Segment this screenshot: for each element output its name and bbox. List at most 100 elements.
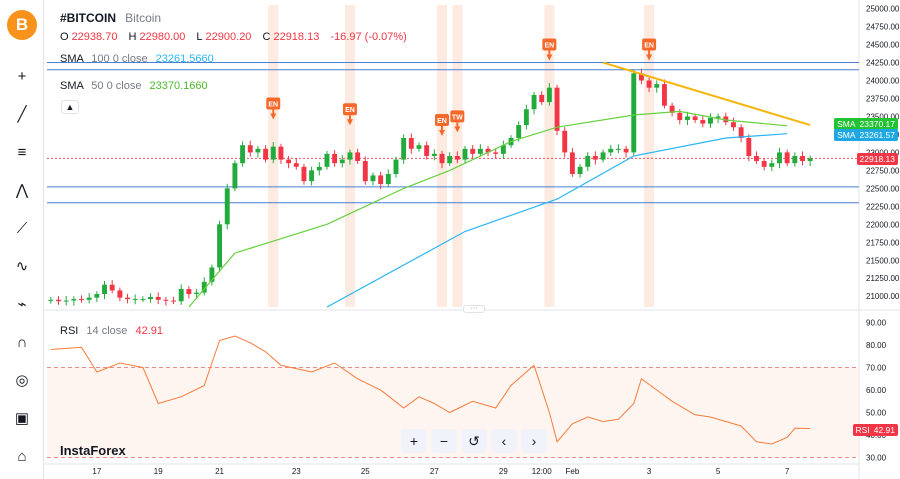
candle-body bbox=[117, 290, 123, 298]
candle-body bbox=[148, 296, 153, 300]
time-tick-label: 17 bbox=[92, 467, 101, 476]
candle-body bbox=[194, 292, 200, 295]
trend-line-icon[interactable]: ╱ bbox=[17, 106, 27, 123]
candle-body bbox=[792, 156, 798, 164]
last-price-value: 22918.13 bbox=[859, 154, 895, 164]
event-band bbox=[644, 5, 655, 307]
event-arrow-icon bbox=[439, 126, 446, 137]
low-value: 22900.20 bbox=[205, 31, 252, 43]
candle-body bbox=[347, 152, 353, 160]
text-icon[interactable]: ∿ bbox=[15, 258, 29, 275]
price-tick-label: 24750.00 bbox=[866, 23, 900, 32]
sma50-tag-label: SMA bbox=[837, 119, 856, 129]
event-arrow-icon bbox=[454, 122, 461, 133]
candle-body bbox=[692, 116, 698, 121]
drawing-toolbar: B + ╱ ≡ ⋀ ⟋ ∿ ⌁ ∩ ◎ ▣ ⌂ bbox=[0, 0, 44, 479]
candle-body bbox=[408, 138, 414, 149]
high-label: H bbox=[128, 31, 137, 43]
bitcoin-logo-icon[interactable]: B bbox=[7, 10, 37, 40]
rsi-params: 14 close bbox=[86, 325, 128, 337]
candle-body bbox=[155, 296, 161, 300]
candle-body bbox=[186, 289, 192, 295]
rsi-name: RSI bbox=[60, 325, 79, 337]
candle-body bbox=[217, 224, 223, 268]
candle-body bbox=[431, 153, 437, 156]
candle-body bbox=[102, 284, 107, 295]
reset-chart-button[interactable]: ↺ bbox=[461, 429, 487, 453]
zoom-in-button[interactable]: + bbox=[401, 429, 427, 453]
candle-body bbox=[109, 284, 115, 291]
sma100-value: 23261.5660 bbox=[155, 53, 214, 65]
sma100-legend[interactable]: SMA 100 0 close 23261.5660 bbox=[60, 53, 214, 65]
sma100-tag-value: 23261.57 bbox=[859, 130, 895, 140]
symbol-name[interactable]: #BITCOIN bbox=[60, 11, 117, 25]
event-badge-label: EN bbox=[345, 107, 355, 114]
brand-watermark: InstaForex bbox=[60, 443, 126, 458]
rsi-tick-label: 80.00 bbox=[866, 341, 887, 350]
pane-resize-handle[interactable]: ··· bbox=[463, 305, 485, 313]
sma100-price-tag: SMA 23261.57 bbox=[834, 129, 898, 141]
fib-icon[interactable]: ≡ bbox=[17, 143, 27, 161]
rsi-tick-label: 90.00 bbox=[866, 319, 887, 328]
candle-body bbox=[784, 152, 790, 164]
price-tick-label: 22000.00 bbox=[866, 220, 900, 229]
candle-body bbox=[378, 175, 384, 185]
price-tick-label: 21750.00 bbox=[866, 238, 900, 247]
event-badge-label: TW bbox=[452, 114, 463, 121]
symbol-legend: #BITCOIN Bitcoin bbox=[60, 11, 161, 25]
measure-icon[interactable]: ⌁ bbox=[17, 296, 27, 313]
open-value: 22938.70 bbox=[71, 31, 118, 43]
candle-body bbox=[477, 148, 483, 154]
candle-body bbox=[209, 267, 215, 282]
patterns-icon[interactable]: ⋀ bbox=[15, 182, 29, 199]
prediction-icon[interactable]: ⟋ bbox=[16, 219, 28, 237]
rsi-value: 42.91 bbox=[135, 325, 163, 337]
price-tick-label: 21500.00 bbox=[866, 256, 900, 265]
time-tick-label: 7 bbox=[785, 467, 790, 476]
time-tick-label: 29 bbox=[499, 467, 508, 476]
time-tick-label: 27 bbox=[430, 467, 439, 476]
candle-body bbox=[240, 145, 246, 164]
candle-body bbox=[416, 145, 422, 149]
candle-body bbox=[677, 112, 683, 121]
hide-drawings-icon[interactable]: ◎ bbox=[15, 372, 29, 389]
magnet-icon[interactable]: ∩ bbox=[16, 333, 28, 351]
chart-canvas[interactable]: 25000.00 24750.00 24500.00 24250.00 24000.00… bbox=[44, 0, 900, 479]
chart-area[interactable]: 25000.00 24750.00 24500.00 24250.00 24000.00… bbox=[44, 0, 900, 479]
candle-body bbox=[178, 289, 184, 302]
last-price-tag: 22918.13 bbox=[856, 153, 898, 165]
rsi-tag-label: RSI bbox=[855, 425, 870, 435]
candle-body bbox=[738, 127, 744, 139]
candle-body bbox=[324, 153, 330, 167]
rsi-legend[interactable]: RSI 14 close 42.91 bbox=[60, 325, 163, 337]
candle-body bbox=[661, 84, 667, 106]
price-tick-label: 22750.00 bbox=[866, 166, 900, 175]
candle-body bbox=[608, 148, 614, 153]
candle-body bbox=[684, 116, 690, 121]
sma50-legend[interactable]: SMA 50 0 close 23370.1660 bbox=[60, 80, 208, 92]
scroll-right-button[interactable]: › bbox=[521, 429, 547, 453]
event-badge bbox=[266, 97, 281, 110]
candle-body bbox=[708, 117, 713, 124]
rsi-tick-label: 60.00 bbox=[866, 386, 887, 395]
remove-drawings-icon[interactable]: ⌂ bbox=[17, 447, 27, 465]
crosshair-tool-icon[interactable]: + bbox=[17, 67, 27, 85]
sma50-params: 50 0 close bbox=[91, 80, 142, 92]
time-tick-label: 12:00 bbox=[532, 467, 553, 476]
candle-body bbox=[485, 148, 491, 153]
candle-body bbox=[163, 299, 169, 301]
close-value: 22918.13 bbox=[273, 31, 320, 43]
candle-body bbox=[263, 148, 269, 160]
candle-body bbox=[140, 299, 146, 301]
candle-body bbox=[577, 166, 583, 174]
rsi-line bbox=[50, 335, 811, 445]
candle-body bbox=[493, 152, 499, 154]
candle-body bbox=[355, 152, 361, 162]
candle-body bbox=[500, 145, 506, 154]
candle-body bbox=[393, 159, 399, 174]
scroll-left-button[interactable]: ‹ bbox=[491, 429, 517, 453]
lock-drawings-icon[interactable]: ▣ bbox=[14, 410, 30, 427]
collapse-legend-button[interactable]: ▲ bbox=[61, 100, 79, 114]
candle-body bbox=[562, 130, 568, 153]
zoom-out-button[interactable]: − bbox=[431, 429, 457, 453]
